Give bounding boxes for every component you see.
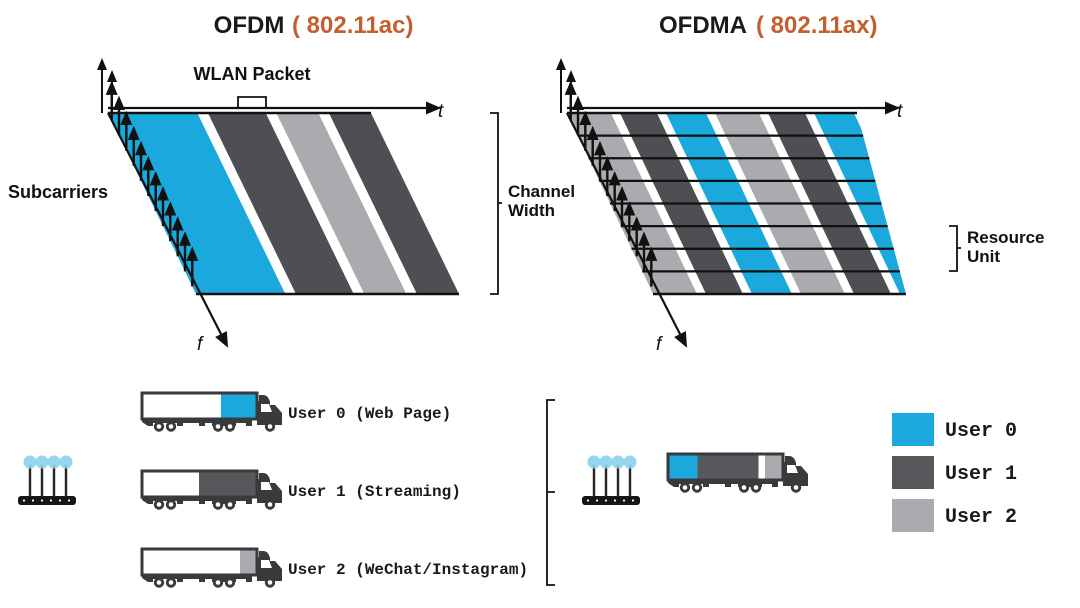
svg-text:t: t xyxy=(897,101,903,122)
svg-text:Unit: Unit xyxy=(967,247,1000,266)
svg-text:User 1: User 1 xyxy=(945,463,1017,486)
svg-text:User 2 (WeChat/Instagram): User 2 (WeChat/Instagram) xyxy=(288,561,528,579)
svg-text:OFDM: OFDM xyxy=(214,12,285,39)
svg-text:f: f xyxy=(656,334,663,355)
svg-text:f: f xyxy=(197,334,204,355)
svg-text:User 1 (Streaming): User 1 (Streaming) xyxy=(288,483,461,501)
svg-text:User 0: User 0 xyxy=(945,420,1017,443)
svg-text:t: t xyxy=(438,101,444,122)
svg-text:OFDMA: OFDMA xyxy=(659,12,747,39)
svg-text:Channel: Channel xyxy=(508,182,575,201)
svg-text:( 802.11ax): ( 802.11ax) xyxy=(756,12,877,39)
svg-text:User 0 (Web Page): User 0 (Web Page) xyxy=(288,405,451,423)
svg-text:User 2: User 2 xyxy=(945,506,1017,529)
svg-text:( 802.11ac): ( 802.11ac) xyxy=(292,12,413,39)
svg-text:WLAN Packet: WLAN Packet xyxy=(193,64,310,84)
svg-text:Width: Width xyxy=(508,201,555,220)
svg-text:Subcarriers: Subcarriers xyxy=(8,182,108,202)
svg-text:Resource: Resource xyxy=(967,228,1044,247)
